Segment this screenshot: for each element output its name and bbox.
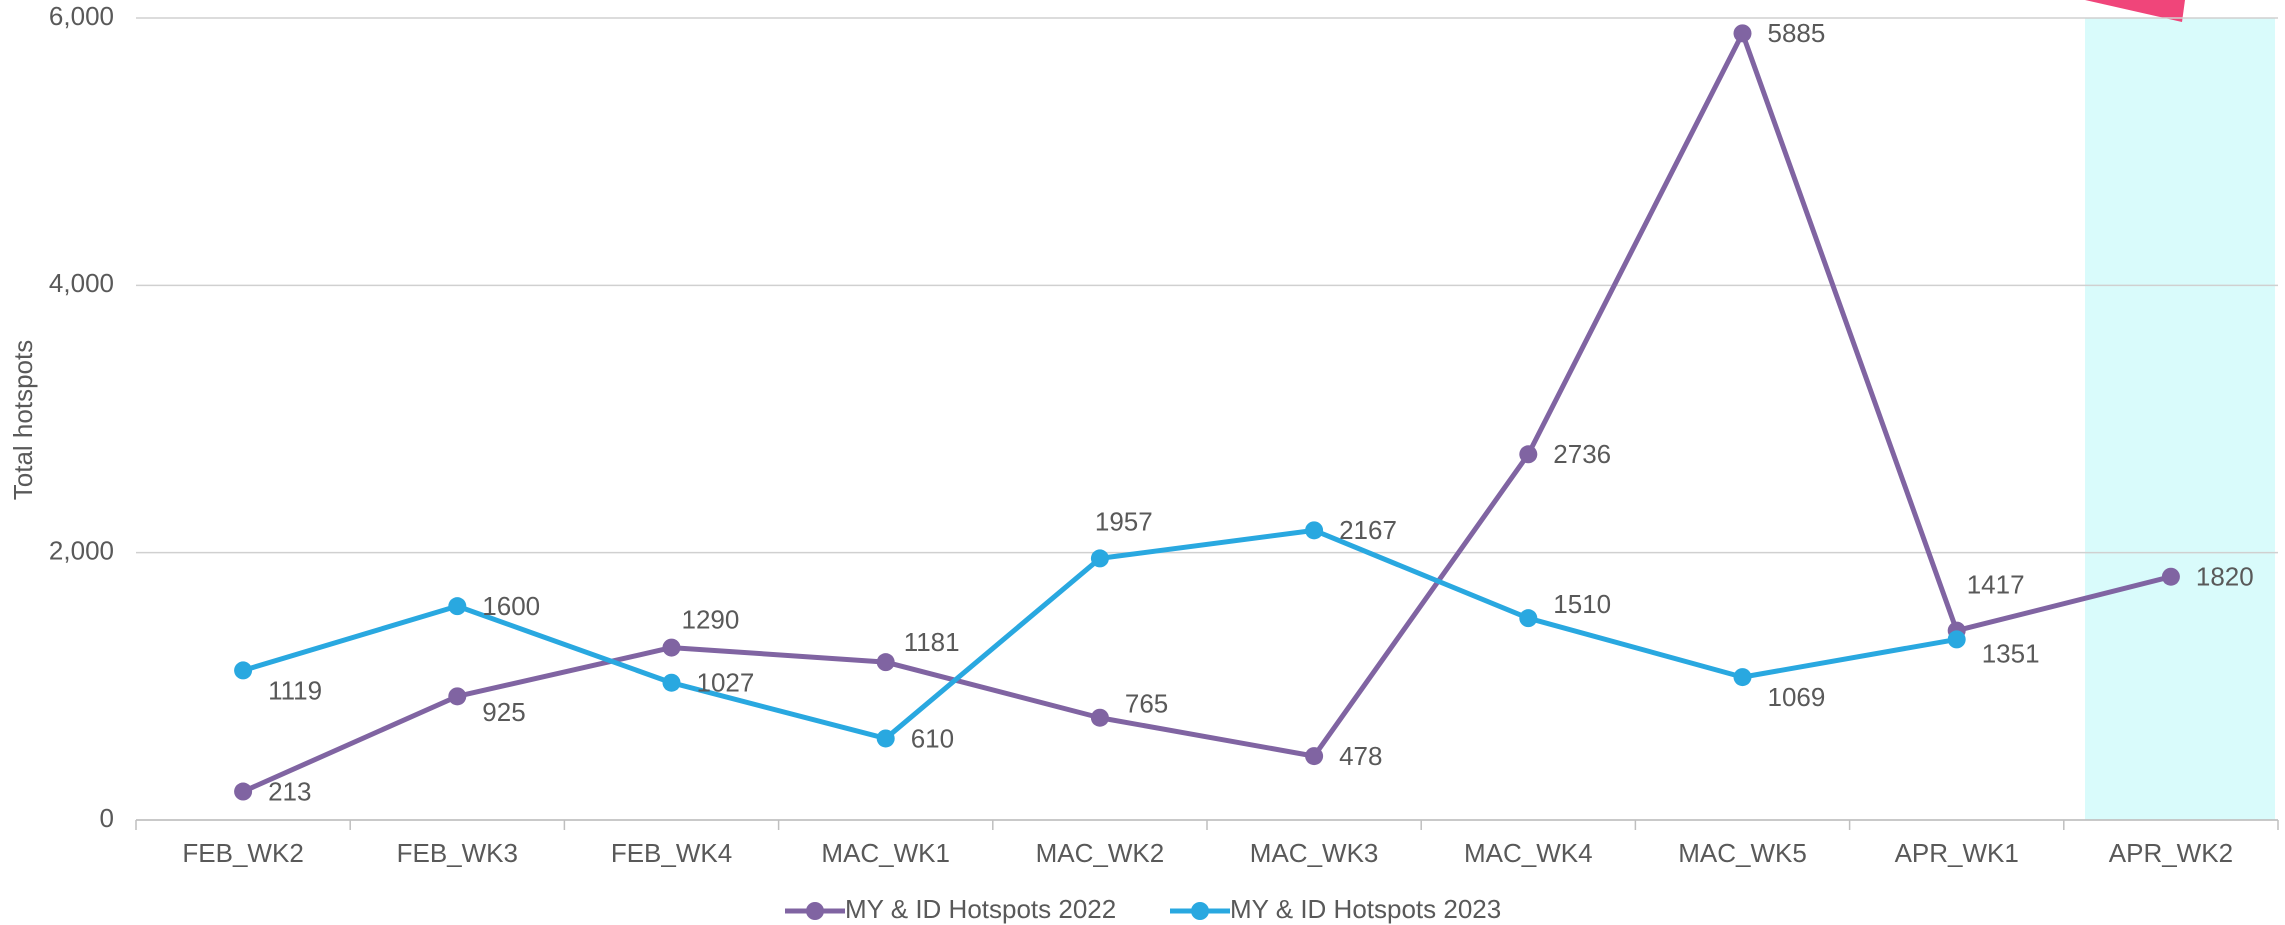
legend-marker [1191,902,1209,920]
legend-label: MY & ID Hotspots 2022 [845,894,1116,924]
data-label: 1119 [268,675,322,705]
data-point [876,729,895,748]
y-tick-label: 0 [100,803,114,833]
highlight-band [2085,18,2275,820]
data-point [448,597,467,616]
x-tick-label: MAC_WK5 [1678,838,1807,868]
data-point [1733,668,1752,687]
data-label: 1181 [904,627,960,657]
data-label: 1957 [1095,506,1153,536]
legend-marker [806,902,824,920]
data-point [662,673,681,692]
data-point [2161,567,2180,586]
data-point [234,661,253,680]
data-label: 610 [911,723,954,753]
data-label: 1510 [1553,589,1611,619]
data-label: 925 [482,697,525,727]
y-tick-label: 2,000 [49,536,114,566]
legend-label: MY & ID Hotspots 2023 [1230,894,1501,924]
data-point [1305,747,1324,766]
data-label: 213 [268,776,311,806]
x-tick-label: MAC_WK4 [1464,838,1593,868]
data-point [1519,609,1538,628]
x-tick-label: FEB_WK4 [611,838,732,868]
y-tick-label: 6,000 [49,1,114,31]
x-tick-label: FEB_WK2 [182,838,303,868]
data-label: 1027 [697,668,755,698]
data-label: 1417 [1967,569,2025,599]
data-point [662,638,681,657]
series-line [242,30,2172,794]
data-point [1090,708,1109,727]
y-tick-label: 4,000 [49,268,114,298]
data-point [448,687,467,706]
x-tick-label: FEB_WK3 [397,838,518,868]
x-tick-label: MAC_WK2 [1036,838,1165,868]
arrow-decoration [2085,0,2185,22]
data-label: 5885 [1768,18,1826,48]
data-label: 1600 [482,591,540,621]
data-label: 1290 [682,604,740,634]
data-point [1947,630,1966,649]
data-point [1519,445,1538,464]
data-point [234,782,253,801]
data-label: 2736 [1553,439,1611,469]
x-tick-label: APR_WK2 [2109,838,2233,868]
data-label: 1820 [2196,562,2254,592]
y-axis-label: Total hotspots [8,340,38,500]
data-label: 1351 [1982,638,2040,668]
data-point [1733,24,1752,43]
data-label: 478 [1339,741,1382,771]
data-point [1090,549,1109,568]
data-label: 765 [1125,689,1168,719]
x-tick-label: MAC_WK3 [1250,838,1379,868]
data-label: 1069 [1768,682,1826,712]
x-tick-label: MAC_WK1 [821,838,950,868]
data-point [1305,521,1324,540]
data-point [876,653,895,672]
x-tick-label: APR_WK1 [1895,838,2019,868]
data-label: 2167 [1339,515,1397,545]
